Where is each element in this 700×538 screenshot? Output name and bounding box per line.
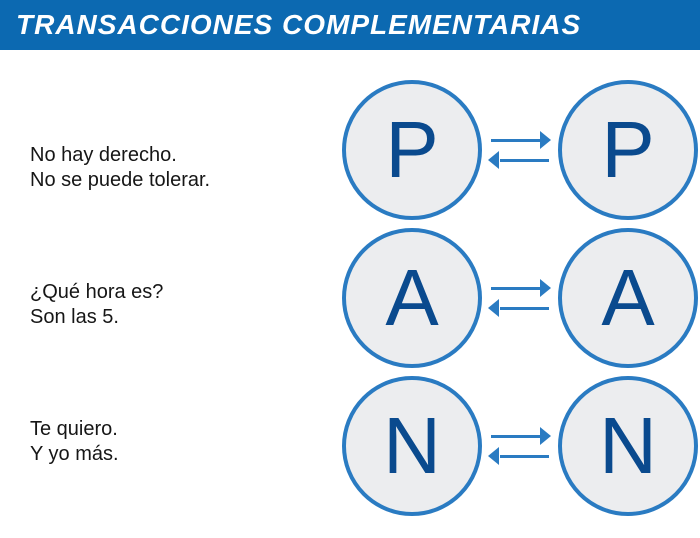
ego-state-circle-N-right: N	[558, 376, 698, 516]
header-bar: TRANSACCIONES COMPLEMENTARIAS	[0, 0, 700, 50]
text-block-2: Te quiero. Y yo más.	[30, 417, 322, 467]
text-line: No hay derecho.	[30, 143, 322, 168]
diagram-column: PPAANN	[322, 80, 700, 530]
text-line: No se puede tolerar.	[30, 168, 322, 193]
text-line: ¿Qué hora es?	[30, 280, 322, 305]
ego-state-circle-A-left: A	[342, 228, 482, 368]
text-block-1: ¿Qué hora es? Son las 5.	[30, 280, 322, 330]
text-line: Te quiero.	[30, 417, 322, 442]
content-area: No hay derecho. No se puede tolerar. ¿Qu…	[0, 50, 700, 530]
arrow-pair-A	[491, 288, 549, 308]
ego-state-circle-A-right: A	[558, 228, 698, 368]
ego-state-circle-P-left: P	[342, 80, 482, 220]
text-line: Son las 5.	[30, 305, 322, 330]
ego-state-circle-N-left: N	[342, 376, 482, 516]
ego-state-circle-P-right: P	[558, 80, 698, 220]
text-line: Y yo más.	[30, 442, 322, 467]
header-title: TRANSACCIONES COMPLEMENTARIAS	[16, 9, 581, 40]
text-column: No hay derecho. No se puede tolerar. ¿Qu…	[0, 80, 322, 530]
arrow-pair-P	[491, 140, 549, 160]
arrow-pair-N	[491, 436, 549, 456]
text-block-0: No hay derecho. No se puede tolerar.	[30, 143, 322, 193]
